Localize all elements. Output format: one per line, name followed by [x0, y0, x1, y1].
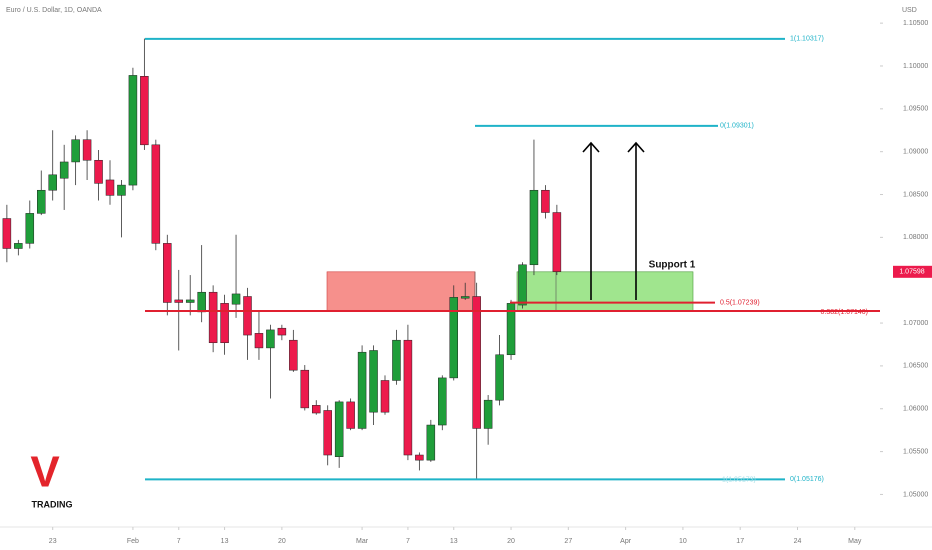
- candle-body: [403, 339, 413, 456]
- x-tick-label: 20: [278, 538, 286, 545]
- candle-body: [140, 76, 149, 146]
- candle-body: [346, 401, 355, 429]
- support-zone: [516, 271, 694, 312]
- y-tick-label: 1.08000: [903, 234, 928, 241]
- y-tick-label: 1.07000: [903, 320, 928, 327]
- candle-body: [243, 296, 252, 336]
- x-tick-label: May: [848, 538, 862, 545]
- candle-body: [174, 299, 183, 303]
- candle-body: [472, 296, 481, 429]
- y-tick-label: 1.09000: [903, 149, 928, 156]
- x-tick-label: Mar: [356, 538, 369, 545]
- candle-body: [483, 399, 493, 429]
- candle-body: [289, 339, 298, 371]
- y-tick-label: 1.05000: [903, 491, 928, 498]
- candle-body: [59, 161, 69, 179]
- arrow-head: [627, 141, 645, 153]
- candle-body: [37, 189, 46, 214]
- x-tick-label: 13: [450, 538, 458, 545]
- y-tick-label: 1.09500: [903, 106, 928, 113]
- candle-body: [254, 333, 264, 349]
- candle-body: [220, 303, 229, 344]
- candle-body: [82, 139, 92, 161]
- candle-body: [197, 291, 206, 313]
- candle-body: [438, 377, 447, 426]
- currency-label: USD: [902, 7, 917, 14]
- candle-body: [541, 189, 550, 213]
- x-tick-label: 7: [406, 538, 410, 545]
- price-tag-label: 1.07598: [899, 269, 924, 276]
- chart-title: Euro / U.S. Dollar, 1D, OANDA: [6, 7, 102, 14]
- candle-body: [552, 212, 562, 272]
- candle-body: [415, 454, 424, 461]
- x-tick-label: 17: [736, 538, 744, 545]
- candle-body: [392, 339, 401, 381]
- x-tick-label: Feb: [127, 538, 139, 545]
- candle-body: [369, 350, 378, 413]
- candle-body: [105, 179, 115, 196]
- candle-body: [117, 184, 126, 196]
- candle-body: [185, 299, 195, 303]
- candle-body: [357, 351, 367, 429]
- candle-body: [529, 189, 539, 266]
- candle-body: [334, 401, 344, 457]
- x-tick-label: 20: [507, 538, 515, 545]
- y-tick-label: 1.06500: [903, 363, 928, 370]
- logo-mark: V: [30, 448, 60, 497]
- x-tick-label: 7: [177, 538, 181, 545]
- logo-text: TRADING: [32, 499, 73, 509]
- arrow-head: [582, 141, 600, 153]
- candle-body: [208, 291, 218, 344]
- candle-body: [449, 297, 458, 379]
- y-tick-label: 1.10500: [903, 20, 928, 27]
- level-label: 1(1.05173): [722, 476, 756, 483]
- candle-body: [25, 213, 35, 244]
- candle-body: [300, 369, 310, 409]
- candle-body: [266, 329, 275, 349]
- y-tick-label: 1.08500: [903, 191, 928, 198]
- price-tag: [893, 265, 932, 278]
- candle-body: [128, 75, 138, 186]
- y-tick-label: 1.10000: [903, 63, 928, 70]
- candle-body: [71, 139, 80, 163]
- level-label: 0.5(1.07239): [720, 299, 760, 306]
- candle-body: [426, 424, 436, 461]
- candle-body: [312, 405, 321, 414]
- annotation: Support 1: [649, 260, 696, 271]
- level-label: 0.382(1.07140): [821, 309, 868, 316]
- candle-body: [163, 243, 172, 303]
- level-label: 0(1.05176): [790, 476, 824, 483]
- candle-body: [323, 410, 332, 456]
- x-tick-label: 27: [564, 538, 572, 545]
- candle-body: [518, 264, 527, 306]
- candle-body: [48, 174, 57, 191]
- x-tick-label: 13: [221, 538, 229, 545]
- x-tick-label: 24: [794, 538, 802, 545]
- candle-body: [495, 354, 504, 401]
- level-label: 1(1.10317): [790, 36, 824, 43]
- candle-body: [14, 243, 23, 249]
- x-tick-label: 10: [679, 538, 687, 545]
- y-tick-label: 1.06000: [903, 406, 928, 413]
- candle-body: [94, 159, 103, 184]
- level-label: 0(1.09301): [720, 123, 754, 130]
- candle-body: [277, 327, 287, 336]
- candle-body: [151, 144, 161, 244]
- x-tick-label: Apr: [620, 538, 632, 545]
- candle-body: [380, 380, 390, 413]
- y-tick-label: 1.05500: [903, 448, 928, 455]
- candle-body: [2, 218, 12, 249]
- x-tick-label: 23: [49, 538, 57, 545]
- candle-body: [231, 293, 241, 305]
- candle-body: [460, 296, 470, 299]
